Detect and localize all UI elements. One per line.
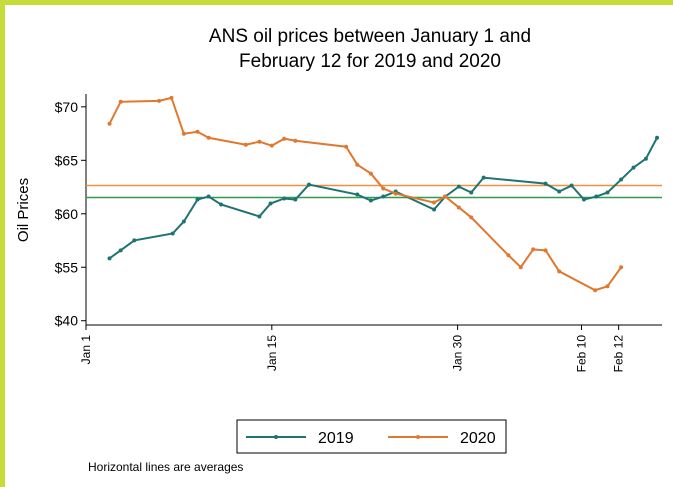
legend-label: 2019 [318, 430, 354, 447]
x-tick-label: Feb 10 [574, 335, 588, 373]
point [195, 129, 200, 134]
point [506, 253, 511, 258]
x-tick-label: Jan 30 [451, 335, 465, 371]
point [219, 202, 224, 207]
point [543, 181, 548, 186]
point [557, 189, 562, 194]
point [456, 205, 461, 210]
point [306, 182, 311, 187]
legend-marker [274, 435, 278, 439]
x-tick-label: Jan 15 [265, 335, 279, 371]
legend-label: 2020 [460, 430, 496, 447]
point [206, 135, 211, 140]
point [107, 121, 112, 126]
point [593, 288, 598, 293]
point [206, 194, 211, 199]
point [243, 142, 248, 147]
point [643, 156, 648, 161]
point [132, 238, 137, 243]
point [157, 98, 162, 103]
y-axis-label: Oil Prices [15, 178, 32, 242]
y-tick-label: $55 [55, 259, 79, 275]
y-tick-label: $60 [55, 206, 79, 222]
point [432, 200, 437, 205]
point [655, 135, 660, 140]
point [195, 197, 200, 202]
point [605, 284, 610, 289]
point [368, 198, 373, 203]
point [481, 175, 486, 180]
series-line [108, 96, 622, 292]
point [118, 99, 123, 104]
point [355, 192, 360, 197]
point [269, 143, 274, 148]
point [268, 201, 273, 206]
legend-marker [416, 435, 420, 439]
point [181, 131, 186, 136]
point [518, 265, 523, 270]
point [569, 183, 574, 188]
point [393, 191, 398, 196]
chart-title: ANS oil prices between January 1 and [209, 26, 531, 47]
point [594, 194, 599, 199]
point [293, 138, 298, 143]
point [118, 248, 123, 253]
point [170, 231, 175, 236]
point [605, 190, 610, 195]
point [344, 144, 349, 149]
point [181, 219, 186, 224]
point [619, 265, 624, 270]
chart-title: February 12 for 2019 and 2020 [239, 51, 501, 72]
point [631, 165, 636, 170]
point [557, 269, 562, 274]
y-tick-label: $65 [55, 152, 79, 168]
point [456, 184, 461, 189]
point [107, 256, 112, 261]
x-tick-label: Feb 12 [612, 335, 626, 373]
x-tick-label: Jan 1 [79, 335, 93, 365]
point [355, 162, 360, 167]
point [443, 194, 448, 199]
y-tick-label: $40 [55, 313, 79, 329]
y-tick-label: $70 [55, 99, 79, 115]
point [257, 214, 262, 219]
point [469, 190, 474, 195]
point [282, 136, 287, 141]
point [531, 247, 536, 252]
point [381, 194, 386, 199]
point [469, 215, 474, 220]
point [381, 186, 386, 191]
point [169, 95, 174, 100]
point [619, 177, 624, 182]
point [257, 139, 262, 144]
point [543, 248, 548, 253]
point [282, 196, 287, 201]
point [368, 171, 373, 176]
point [293, 197, 298, 202]
note: Horizontal lines are averages [88, 460, 243, 474]
point [432, 207, 437, 212]
point [581, 197, 586, 202]
